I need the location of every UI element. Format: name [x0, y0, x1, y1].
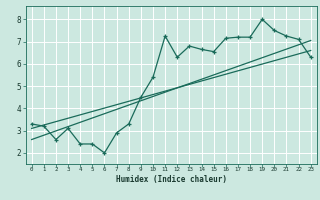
X-axis label: Humidex (Indice chaleur): Humidex (Indice chaleur) [116, 175, 227, 184]
